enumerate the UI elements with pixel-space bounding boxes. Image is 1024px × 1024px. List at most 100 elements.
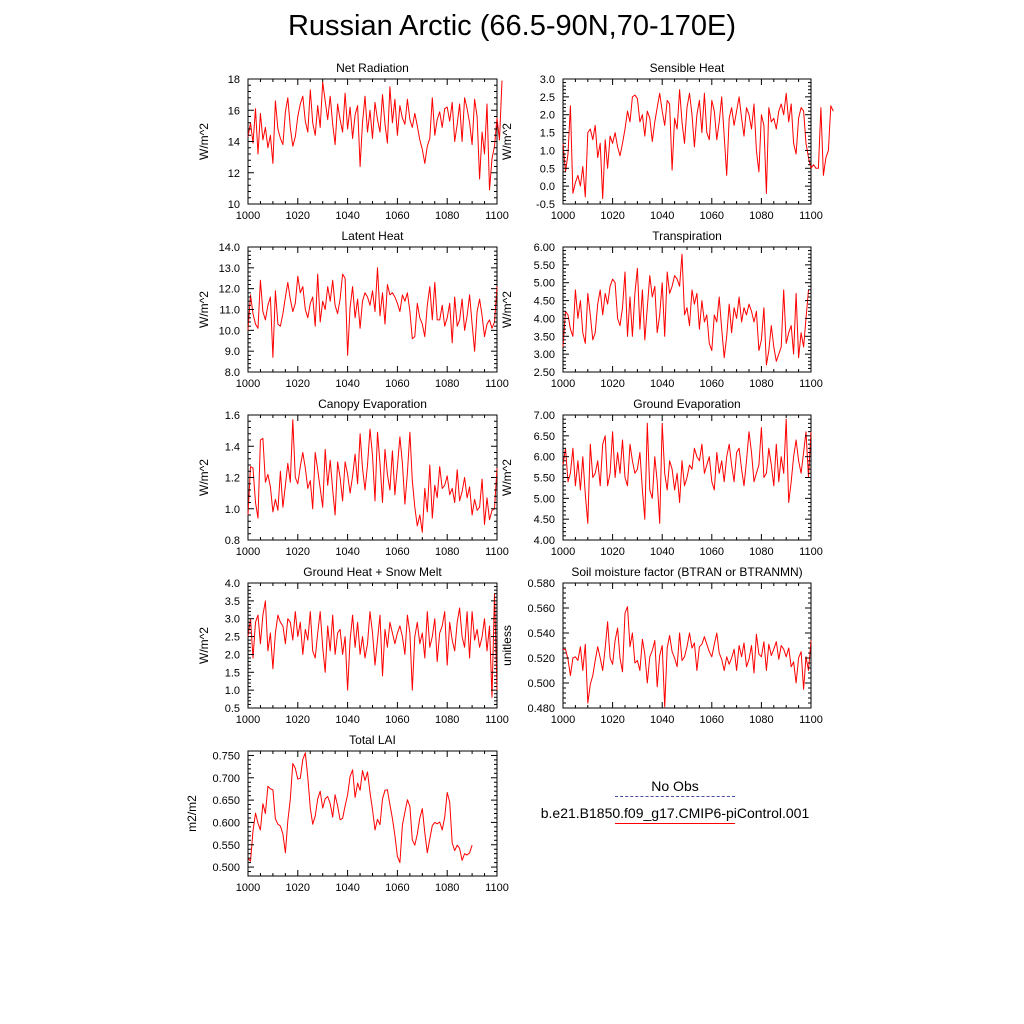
series-line xyxy=(562,89,834,200)
panel-title: Soil moisture factor (BTRAN or BTRANMN) xyxy=(571,565,802,579)
y-tick-label: 3.0 xyxy=(225,614,240,626)
x-tick-label: 1080 xyxy=(435,378,459,390)
x-tick-label: 1040 xyxy=(335,210,359,222)
legend-line-obs xyxy=(615,796,735,797)
x-tick-label: 1020 xyxy=(286,882,310,894)
x-tick-label: 1020 xyxy=(600,210,624,222)
y-axis-label: W/m^2 xyxy=(500,123,514,160)
x-tick-label: 1080 xyxy=(749,378,773,390)
y-tick-label: 0.520 xyxy=(527,653,555,665)
x-tick-label: 1080 xyxy=(435,210,459,222)
series-line xyxy=(563,606,812,708)
x-tick-label: 1060 xyxy=(385,378,409,390)
x-tick-label: 1000 xyxy=(236,210,260,222)
series-line xyxy=(247,593,498,698)
x-tick-label: 1100 xyxy=(799,714,823,726)
panel-title: Transpiration xyxy=(652,229,722,243)
panel-title: Ground Heat + Snow Melt xyxy=(303,565,442,579)
y-tick-label: 12 xyxy=(228,168,240,180)
panel-title: Latent Heat xyxy=(341,229,404,243)
x-tick-label: 1060 xyxy=(385,882,409,894)
y-tick-label: 9.0 xyxy=(225,346,240,358)
x-tick-label: 1020 xyxy=(286,546,310,558)
y-axis-label: W/m^2 xyxy=(197,459,211,496)
x-tick-label: 1040 xyxy=(650,378,674,390)
x-tick-label: 1080 xyxy=(749,714,773,726)
x-tick-label: 1040 xyxy=(650,210,674,222)
y-tick-label: 6.00 xyxy=(534,242,555,254)
y-tick-label: 0.650 xyxy=(212,795,240,807)
y-tick-label: 2.0 xyxy=(540,110,555,122)
panel-title: Sensible Heat xyxy=(650,61,725,75)
plot-frame xyxy=(247,414,498,541)
x-tick-label: 1080 xyxy=(435,882,459,894)
x-tick-label: 1000 xyxy=(551,210,575,222)
y-tick-label: 3.50 xyxy=(534,331,555,343)
legend: No Obs b.e21.B1850.f09_g17.CMIP6-piContr… xyxy=(540,778,810,832)
x-tick-label: 1000 xyxy=(236,546,260,558)
y-axis-label: unitless xyxy=(500,625,514,666)
y-tick-label: 5.50 xyxy=(534,260,555,272)
y-tick-label: 3.5 xyxy=(225,596,240,608)
y-tick-label: 1.6 xyxy=(225,410,240,422)
legend-label-model: b.e21.B1850.f09_g17.CMIP6-piControl.001 xyxy=(540,805,810,821)
y-axis-label: W/m^2 xyxy=(197,123,211,160)
y-tick-label: 0.600 xyxy=(212,817,240,829)
panel-9: 1000 1020 1040 1060 1080 1100 0.500 0.550 0.600 0… xyxy=(185,733,509,894)
y-tick-label: 0.500 xyxy=(527,678,555,690)
x-tick-label: 1020 xyxy=(600,714,624,726)
y-axis-label: W/m^2 xyxy=(197,627,211,664)
y-tick-label: 4.50 xyxy=(534,296,555,308)
x-tick-label: 1100 xyxy=(485,882,509,894)
y-tick-label: 3.0 xyxy=(540,74,555,86)
x-tick-label: 1080 xyxy=(749,210,773,222)
y-tick-label: 2.5 xyxy=(540,92,555,104)
x-tick-label: 1060 xyxy=(700,714,724,726)
series-line xyxy=(562,253,809,366)
series-line xyxy=(247,419,498,533)
panel-4: 1000 1020 1040 1060 1080 1100 2.50 3.00 3.50 4.00… xyxy=(500,229,823,390)
y-tick-label: 1.4 xyxy=(225,441,240,453)
x-tick-label: 1000 xyxy=(236,714,260,726)
y-tick-label: 0.540 xyxy=(527,628,555,640)
y-tick-label: 0.5 xyxy=(540,163,555,175)
x-tick-label: 1000 xyxy=(236,378,260,390)
x-tick-label: 1040 xyxy=(650,714,674,726)
x-tick-label: 1100 xyxy=(485,210,509,222)
y-tick-label: 14 xyxy=(228,137,240,149)
y-tick-label: 1.0 xyxy=(225,685,240,697)
y-tick-label: 6.00 xyxy=(534,452,555,464)
y-tick-label: 0.0 xyxy=(540,181,555,193)
y-tick-label: 7.00 xyxy=(534,410,555,422)
y-tick-label: 12.0 xyxy=(219,284,240,296)
y-tick-label: 0.580 xyxy=(527,578,555,590)
legend-label-obs: No Obs xyxy=(651,778,699,794)
y-tick-label: 14.0 xyxy=(219,242,240,254)
series-line xyxy=(247,80,503,191)
y-tick-label: 2.5 xyxy=(225,632,240,644)
y-tick-label: 0.500 xyxy=(212,862,240,874)
panel-5: 1000 1020 1040 1060 1080 1100 0.8 1.0 1.2 1.4 1.6 C… xyxy=(197,397,509,558)
panel-title: Total LAI xyxy=(349,733,396,747)
x-tick-label: 1040 xyxy=(650,546,674,558)
y-tick-label: 6.50 xyxy=(534,431,555,443)
y-tick-label: 10 xyxy=(228,199,240,211)
y-tick-label: 1.5 xyxy=(540,128,555,140)
panel-1: 1000 1020 1040 1060 1080 1100 10 12 14 16 18 Net Ra… xyxy=(197,61,509,222)
y-tick-label: 0.560 xyxy=(527,603,555,615)
y-tick-label: 2.50 xyxy=(534,367,555,379)
x-tick-label: 1060 xyxy=(700,546,724,558)
x-tick-label: 1020 xyxy=(286,378,310,390)
y-tick-label: 3.00 xyxy=(534,349,555,361)
y-tick-label: 1.0 xyxy=(225,504,240,516)
y-tick-label: 11.0 xyxy=(219,305,240,317)
y-tick-label: 2.0 xyxy=(225,649,240,661)
x-tick-label: 1040 xyxy=(335,714,359,726)
y-tick-label: 0.480 xyxy=(527,703,555,715)
x-tick-label: 1100 xyxy=(799,378,823,390)
x-tick-label: 1060 xyxy=(385,714,409,726)
x-tick-label: 1100 xyxy=(799,546,823,558)
y-tick-label: 5.50 xyxy=(534,473,555,485)
series-line xyxy=(247,267,498,358)
y-tick-label: 4.50 xyxy=(534,514,555,526)
